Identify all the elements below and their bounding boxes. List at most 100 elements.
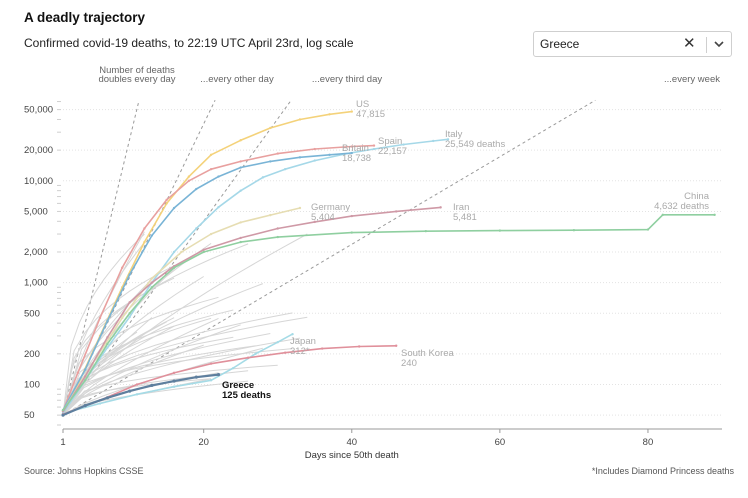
- data-point: [395, 344, 398, 347]
- other-country-line: [62, 378, 212, 416]
- footnote: *Includes Diamond Princess deaths: [591, 466, 734, 476]
- data-point: [98, 316, 102, 320]
- data-point: [269, 126, 272, 130]
- x-tick-label: 80: [643, 437, 654, 448]
- series-name-label: Spain: [378, 136, 402, 147]
- data-point: [276, 152, 279, 155]
- data-point: [320, 347, 324, 350]
- data-point: [239, 166, 242, 169]
- data-point: [291, 332, 294, 336]
- data-point: [165, 202, 168, 205]
- doubling-reference-line: [62, 99, 596, 416]
- data-point: [350, 145, 353, 148]
- country-search-input[interactable]: [540, 36, 670, 52]
- series-name-label: Greece: [222, 380, 254, 391]
- series-line-greece: [62, 373, 219, 417]
- data-point: [105, 396, 110, 400]
- data-point: [84, 368, 87, 371]
- data-point: [350, 231, 353, 234]
- selector-divider: [706, 37, 707, 53]
- y-tick-label: 100: [24, 379, 40, 390]
- series-value-label: 25,549 deaths: [445, 139, 505, 150]
- data-point: [84, 379, 87, 382]
- other-country-line: [62, 241, 145, 416]
- data-point: [328, 153, 331, 156]
- country-selector[interactable]: ✕: [533, 31, 732, 57]
- data-point: [128, 301, 131, 304]
- data-point: [61, 408, 65, 412]
- series-name-label: Japan: [290, 336, 316, 347]
- close-icon[interactable]: ✕: [683, 35, 696, 52]
- other-country-line: [62, 364, 278, 416]
- other-country-line: [62, 348, 293, 416]
- other-country-line: [62, 283, 264, 416]
- x-tick-label: 20: [198, 437, 209, 448]
- chart-title: A deadly trajectory: [24, 10, 146, 25]
- y-tick-label: 500: [24, 308, 40, 319]
- data-point: [313, 147, 316, 151]
- series-name-label: Britain: [342, 143, 369, 154]
- data-point: [424, 229, 428, 233]
- other-country-line: [62, 317, 219, 416]
- series-name-label: China: [684, 191, 710, 202]
- data-point: [269, 213, 272, 217]
- data-point: [432, 139, 435, 143]
- other-country-line: [62, 325, 175, 416]
- reference-line-label: Number of deaths: [99, 65, 175, 76]
- series-value-label: 5,404: [311, 212, 335, 223]
- data-point: [121, 266, 124, 269]
- data-point: [202, 248, 205, 252]
- source-note: Source: Johns Hopkins CSSE: [24, 466, 144, 476]
- data-point: [313, 159, 316, 162]
- other-country-line: [62, 380, 249, 416]
- data-point: [195, 187, 198, 191]
- data-point: [106, 342, 109, 346]
- other-country-line: [62, 316, 308, 416]
- data-point: [150, 234, 154, 237]
- series-value-label: 22,157: [378, 146, 407, 157]
- series-name-label: US: [356, 99, 369, 110]
- data-point: [128, 312, 131, 315]
- data-point: [298, 206, 302, 210]
- data-point: [143, 227, 146, 230]
- series-value-label: 312*: [290, 346, 310, 357]
- chart-subtitle: Confirmed covid-19 deaths, to 22:19 UTC …: [24, 36, 354, 50]
- data-point: [246, 356, 250, 359]
- series-line-china: [62, 214, 715, 411]
- series-value-label: 18,738: [342, 153, 371, 164]
- data-point: [216, 373, 221, 377]
- chevron-down-icon[interactable]: [712, 36, 726, 57]
- data-point: [106, 346, 109, 349]
- y-tick-label: 50,000: [24, 105, 53, 116]
- data-point: [572, 229, 576, 232]
- x-tick-label: 60: [495, 437, 506, 448]
- x-tick-label: 40: [346, 437, 357, 448]
- data-point: [128, 315, 131, 319]
- reference-line-label: ...every week: [664, 74, 720, 85]
- data-point: [372, 144, 376, 147]
- data-point: [172, 250, 176, 254]
- data-point: [261, 176, 265, 179]
- data-point: [239, 236, 242, 240]
- data-point: [217, 175, 220, 178]
- y-tick-label: 10,000: [24, 176, 53, 187]
- y-tick-label: 200: [24, 349, 40, 360]
- series-value-label: 4,632 deaths: [654, 201, 709, 212]
- data-point: [180, 250, 183, 254]
- other-country-line: [62, 276, 204, 416]
- y-tick-label: 50: [24, 410, 35, 421]
- other-country-line: [62, 336, 234, 416]
- x-tick-label: 1: [60, 437, 65, 448]
- data-point: [195, 227, 198, 230]
- data-point: [187, 179, 191, 182]
- other-country-line: [62, 345, 256, 416]
- data-point: [239, 240, 242, 244]
- data-point: [298, 118, 302, 121]
- data-point: [209, 362, 213, 365]
- series-value-label: 5,481: [453, 212, 477, 223]
- other-country-line: [62, 312, 293, 416]
- data-point: [357, 345, 361, 348]
- series-value-label: 125 deaths: [222, 390, 271, 401]
- data-point: [98, 402, 102, 405]
